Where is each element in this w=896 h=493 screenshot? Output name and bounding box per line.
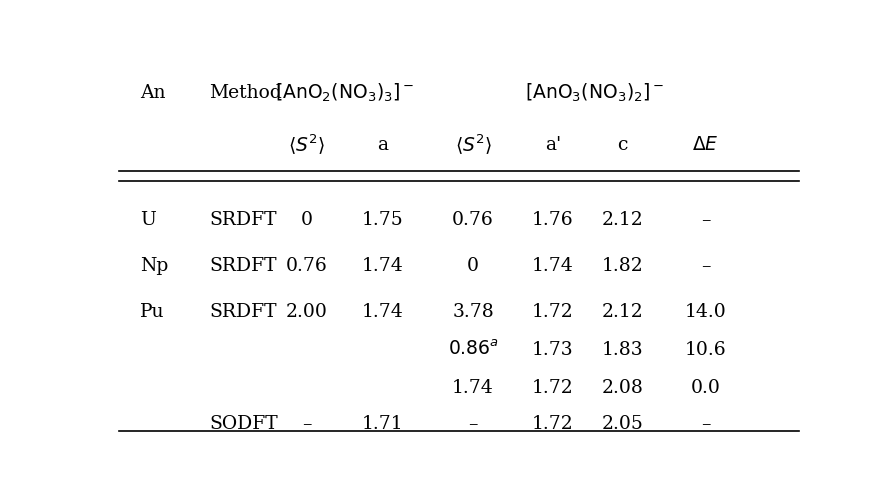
Text: $[\mathrm{AnO_2(NO_3)_3}]^-$: $[\mathrm{AnO_2(NO_3)_3}]^-$: [275, 82, 414, 105]
Text: 1.71: 1.71: [362, 415, 403, 433]
Text: 2.05: 2.05: [601, 415, 643, 433]
Text: a': a': [545, 136, 561, 154]
Text: $\Delta E$: $\Delta E$: [693, 136, 719, 154]
Text: 1.73: 1.73: [532, 341, 573, 358]
Text: 0.0: 0.0: [691, 379, 720, 396]
Text: 1.82: 1.82: [601, 257, 643, 275]
Text: $0.86^{a}$: $0.86^{a}$: [448, 340, 498, 359]
Text: 1.74: 1.74: [532, 257, 573, 275]
Text: 1.72: 1.72: [532, 303, 573, 320]
Text: 2.12: 2.12: [601, 211, 643, 230]
Text: SRDFT: SRDFT: [210, 211, 277, 230]
Text: –: –: [302, 415, 311, 433]
Text: –: –: [469, 415, 478, 433]
Text: SRDFT: SRDFT: [210, 303, 277, 320]
Text: 10.6: 10.6: [685, 341, 727, 358]
Text: 1.74: 1.74: [452, 379, 494, 396]
Text: An: An: [140, 84, 165, 103]
Text: 1.72: 1.72: [532, 379, 573, 396]
Text: 1.76: 1.76: [532, 211, 573, 230]
Text: 2.00: 2.00: [286, 303, 327, 320]
Text: –: –: [701, 211, 711, 230]
Text: Pu: Pu: [140, 303, 164, 320]
Text: 2.08: 2.08: [601, 379, 643, 396]
Text: Method: Method: [210, 84, 282, 103]
Text: SODFT: SODFT: [210, 415, 278, 433]
Text: $\langle S^2 \rangle$: $\langle S^2 \rangle$: [288, 133, 325, 157]
Text: 1.72: 1.72: [532, 415, 573, 433]
Text: a: a: [377, 136, 388, 154]
Text: 1.74: 1.74: [362, 257, 404, 275]
Text: c: c: [617, 136, 627, 154]
Text: 0.76: 0.76: [286, 257, 327, 275]
Text: U: U: [140, 211, 156, 230]
Text: 2.12: 2.12: [601, 303, 643, 320]
Text: 0: 0: [300, 211, 313, 230]
Text: 1.75: 1.75: [362, 211, 404, 230]
Text: 3.78: 3.78: [452, 303, 494, 320]
Text: –: –: [701, 415, 711, 433]
Text: –: –: [701, 257, 711, 275]
Text: 14.0: 14.0: [685, 303, 727, 320]
Text: 1.83: 1.83: [601, 341, 643, 358]
Text: $[\mathrm{AnO_3(NO_3)_2}]^-$: $[\mathrm{AnO_3(NO_3)_2}]^-$: [525, 82, 664, 105]
Text: 1.74: 1.74: [362, 303, 404, 320]
Text: 0: 0: [467, 257, 479, 275]
Text: $\langle S^2 \rangle$: $\langle S^2 \rangle$: [454, 133, 492, 157]
Text: SRDFT: SRDFT: [210, 257, 277, 275]
Text: 0.76: 0.76: [452, 211, 494, 230]
Text: Np: Np: [140, 257, 168, 275]
